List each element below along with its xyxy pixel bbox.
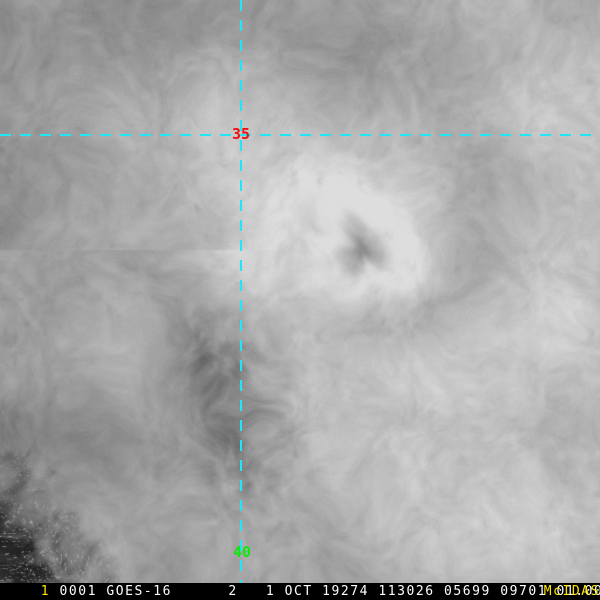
status-bar: 1 0001 GOES-16 2 1 OCT 19274 113026 0569… — [0, 583, 600, 600]
status-bar-text: 1 0001 GOES-16 2 1 OCT 19274 113026 0569… — [40, 584, 600, 599]
mcidas-brand-label: McIDAS — [543, 584, 600, 599]
